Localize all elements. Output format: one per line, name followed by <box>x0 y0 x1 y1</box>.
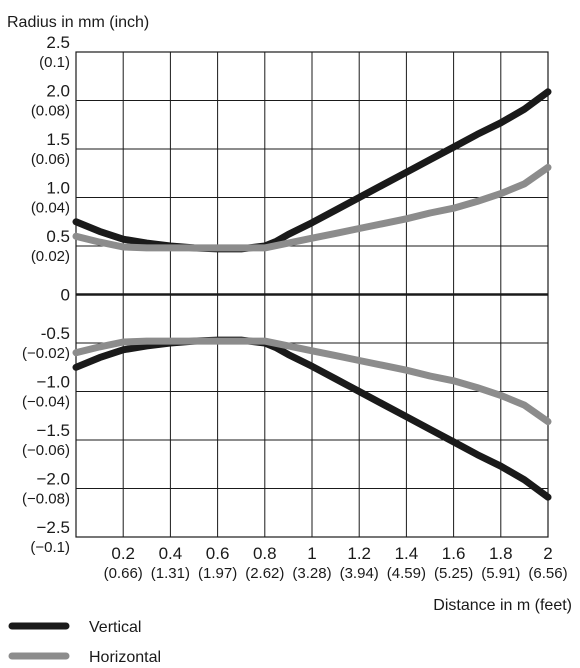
x-tick-label: 1.2 <box>347 544 371 563</box>
y-tick-label: 2.0 <box>46 82 70 101</box>
y-tick-sublabel: (0.04) <box>31 200 70 217</box>
y-tick-label: −1.5 <box>36 421 70 440</box>
y-tick-label: 0.5 <box>46 227 70 246</box>
x-tick-label: 1 <box>307 544 316 563</box>
x-tick-label: 0.2 <box>111 544 135 563</box>
x-tick-label: 1.8 <box>489 544 513 563</box>
y-tick-sublabel: (0.06) <box>31 151 70 168</box>
x-tick-sublabel: (0.66) <box>104 565 143 582</box>
x-tick-sublabel: (1.31) <box>151 565 190 582</box>
x-tick-sublabel: (5.25) <box>434 565 473 582</box>
x-tick-label: 1.6 <box>442 544 466 563</box>
x-tick-sublabel: (3.28) <box>292 565 331 582</box>
y-axis-title: Radius in mm (inch) <box>7 14 149 31</box>
x-tick-sublabel: (3.94) <box>340 565 379 582</box>
x-tick-label: 0.8 <box>253 544 277 563</box>
y-tick-sublabel: (−0.1) <box>30 539 70 556</box>
y-tick-sublabel: (−0.04) <box>22 394 70 411</box>
legend: Vertical Horizontal <box>8 619 161 666</box>
y-tick-label: 1.5 <box>46 130 70 149</box>
y-tick-sublabel: (0.1) <box>39 54 70 71</box>
x-tick-sublabel: (1.97) <box>198 565 237 582</box>
x-tick-sublabel: (4.59) <box>387 565 426 582</box>
y-tick-sublabel: (0.02) <box>31 248 70 265</box>
series-line-horizontal-lower <box>72 337 552 426</box>
y-tick-label: -0.5 <box>41 324 70 343</box>
x-tick-sublabel: (2.62) <box>245 565 284 582</box>
y-tick-label: 1.0 <box>46 179 70 198</box>
x-tick-sublabel: (5.91) <box>481 565 520 582</box>
series-layer <box>72 88 552 501</box>
x-tick-sublabel: (6.56) <box>528 565 567 582</box>
legend-label-horizontal: Horizontal <box>89 649 161 666</box>
x-axis-title: Distance in m (feet) <box>433 597 572 614</box>
y-tick-label: −2.0 <box>36 470 70 489</box>
legend-label-vertical: Vertical <box>89 619 141 636</box>
x-tick-label: 0.4 <box>159 544 183 563</box>
y-tick-sublabel: (−0.08) <box>22 491 70 508</box>
y-tick-label: 2.5 <box>46 33 70 52</box>
x-tick-label: 1.4 <box>395 544 419 563</box>
y-tick-sublabel: (0.08) <box>31 103 70 120</box>
y-tick-label: −1.0 <box>36 373 70 392</box>
y-tick-sublabel: (−0.02) <box>22 345 70 362</box>
x-tick-label: 0.6 <box>206 544 230 563</box>
y-tick-label: −2.5 <box>36 518 70 537</box>
y-tick-label: 0 <box>61 286 70 305</box>
grid <box>75 51 549 538</box>
x-tick-label: 2 <box>543 544 552 563</box>
y-tick-sublabel: (−0.06) <box>22 442 70 459</box>
x-tick-labels: 0.2 (0.66) 0.4 (1.31) 0.6 (1.97) 0.8 (2.62) 1 (3.… <box>104 544 568 582</box>
y-tick-labels: 2.5 (0.1) 2.0 (0.08) 1.5 (0.06) 1.0 (0.04) 0.5 (0… <box>22 33 70 556</box>
series-line-horizontal-upper <box>72 163 552 252</box>
